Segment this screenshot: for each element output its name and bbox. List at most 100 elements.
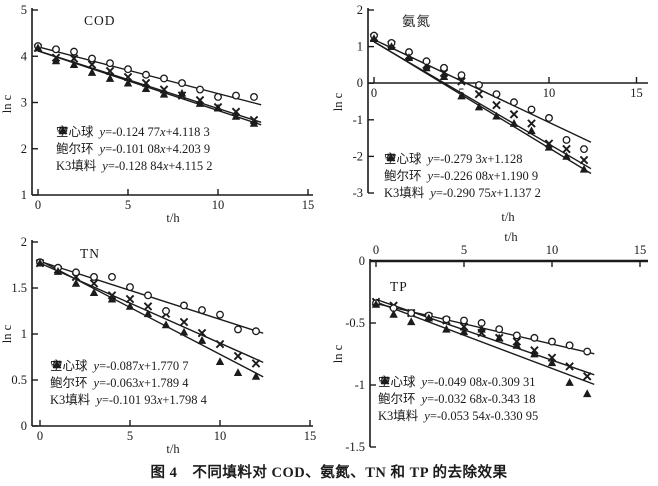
point-tp-s1-x9 [530, 333, 539, 342]
point-tn-s1-x2 [72, 268, 80, 277]
point-ammonia-s1-x6 [475, 81, 483, 89]
y-tick-label: 1 [21, 327, 27, 341]
legend-equation: y=-0.128 84x+4.115 2 [102, 159, 213, 173]
chart-title: TN [80, 246, 100, 261]
x-axis-label: t/h [166, 442, 180, 456]
y-axis-label: ln c [0, 324, 14, 343]
chart-title: COD [84, 13, 116, 28]
point-cod-s2-x12 [249, 118, 259, 127]
legend-row: 空心球 y=-0.124 77x+4.118 3 [56, 124, 212, 141]
legend-equation: y=-0.290 75x+1.137 2 [430, 186, 541, 200]
legend-equation: y=-0.279 3x+1.128 [427, 152, 523, 166]
legend-tp: 空心球 y=-0.049 08x-0.309 31 鲍尔环 y=-0.032 68x-… [378, 374, 538, 425]
point-tn-s2-x6 [143, 309, 153, 318]
y-tick-label: 2 [21, 235, 27, 249]
point-cod-s2-x8 [177, 88, 187, 97]
point-ammonia-s1-x12 [580, 145, 588, 154]
point-tp-s2-x1 [389, 309, 398, 318]
point-cod-s1-x10 [214, 92, 222, 101]
point-tn-s0-x9 [197, 328, 207, 338]
legend-triangle-icon [58, 126, 68, 134]
point-tp-s1-x8 [512, 331, 521, 340]
x-axis-label: t/h [166, 211, 180, 225]
point-tn-s1-x8 [180, 301, 188, 310]
legend-marker-triangle [58, 126, 68, 134]
legend-series-name: 鲍尔环 [56, 142, 94, 156]
legend-series-name: 鲍尔环 [378, 392, 416, 406]
y-tick-label: 1 [21, 188, 27, 202]
y-axis-label: ln c [331, 344, 345, 363]
point-tp-s2-x4 [442, 324, 451, 333]
point-ammonia-s0-x9 [527, 119, 536, 128]
y-tick-label: 3 [21, 96, 27, 110]
point-tn-s1-x10 [216, 310, 224, 319]
y-tick-label: 0.5 [11, 373, 27, 387]
legend-series-name: 鲍尔环 [384, 169, 422, 183]
point-ammonia-s2-x8 [509, 119, 519, 127]
point-tp-s2-x3 [424, 313, 433, 322]
point-tn-s2-x4 [107, 294, 117, 303]
point-cod-s2-x3 [87, 68, 97, 76]
point-ammonia-s1-x7 [492, 90, 501, 99]
point-tn-s2-x8 [179, 327, 189, 336]
y-tick-label: 1 [357, 40, 363, 54]
legend-triangle-icon [52, 360, 62, 368]
x-tick-label: 10 [212, 198, 225, 212]
y-tick-label: 2 [21, 142, 27, 156]
point-cod-s2-x9 [195, 99, 205, 107]
legend-ammonia: 空心球 y=-0.279 3x+1.128 鲍尔环 y=-0.226 08x+1.19… [384, 151, 541, 202]
x-tick-label: 5 [127, 429, 133, 443]
x-tick-label: 15 [304, 429, 317, 443]
fit-line-tn-2 [39, 259, 264, 378]
plot-area-tp: 0 5 10 15 0 -0.5 -1 -1.5 TP t/h ln c [331, 230, 648, 454]
legend-row: 鲍尔环 y=-0.032 68x-0.343 18 [378, 376, 538, 408]
legend-row: 空心球 y=-0.279 3x+1.128 [384, 151, 541, 168]
point-ammonia-s0-x12 [579, 155, 589, 165]
point-tn-s0-x10 [215, 339, 225, 349]
point-tp-s0-x5 [459, 322, 469, 331]
point-tp-s1-x5 [460, 316, 468, 325]
point-ammonia-s0-x7 [492, 100, 501, 110]
point-tn-s2-x7 [161, 320, 171, 329]
chart-title: TP [390, 279, 408, 294]
x-tick-label: 5 [461, 243, 467, 257]
legend-row: K3填料 y=-0.101 93x+1.798 4 [50, 360, 207, 409]
y-tick-label: -1 [355, 378, 365, 392]
x-tick-label: 10 [543, 86, 556, 100]
point-tn-s2-x5 [125, 302, 135, 310]
legend-equation: y=-0.063x+1.789 4 [93, 376, 189, 390]
x-tick-label: 0 [37, 429, 43, 443]
plot-area-cod: 0 5 10 15 5 4 3 2 1 COD t/h ln c [0, 3, 314, 225]
legend-row: 空心球 y=-0.049 08x-0.309 31 [378, 374, 538, 391]
point-ammonia-s2-x5 [457, 91, 466, 100]
point-tn-s2-x1 [53, 267, 63, 275]
point-ammonia-s0-x5 [457, 77, 466, 86]
point-tp-s1-x12 [583, 347, 592, 356]
legend-series-name: 鲍尔环 [50, 376, 88, 390]
point-tp-s1-x4 [442, 315, 451, 324]
legend-row: K3填料 y=-0.290 75x+1.137 2 [384, 153, 541, 202]
chart-tn: 0 5 10 15 2 1.5 1 0.5 0 TN t/h ln c 空心球 y=-0.087x+1.7… [0, 228, 330, 456]
y-tick-label: -3 [353, 186, 363, 200]
y-tick-label: 2 [357, 3, 363, 17]
point-tn-s1-x9 [198, 306, 206, 315]
legend-tn: 空心球 y=-0.087x+1.770 7 鲍尔环 y=-0.063x+1.789 4… [50, 358, 207, 409]
legend-equation: y=-0.032 68x-0.343 18 [421, 392, 536, 406]
point-tn-s2-x9 [197, 336, 207, 344]
point-cod-s2-x0 [33, 43, 43, 52]
y-tick-label: -0.5 [345, 316, 365, 330]
point-cod-s1-x1 [52, 45, 60, 54]
legend-equation: y=-0.049 08x-0.309 31 [421, 375, 536, 389]
point-tn-s0-x12 [251, 359, 261, 368]
point-tn-s2-x11 [233, 368, 243, 377]
point-tn-s1-x11 [234, 325, 242, 334]
point-tp-s2-x8 [512, 340, 521, 349]
point-ammonia-s1-x10 [545, 114, 553, 122]
y-tick-label: 1.5 [11, 281, 27, 295]
legend-row: 空心球 y=-0.087x+1.770 7 [50, 358, 207, 375]
point-tn-s2-x12 [251, 371, 261, 380]
point-tn-s0-x11 [233, 351, 243, 361]
